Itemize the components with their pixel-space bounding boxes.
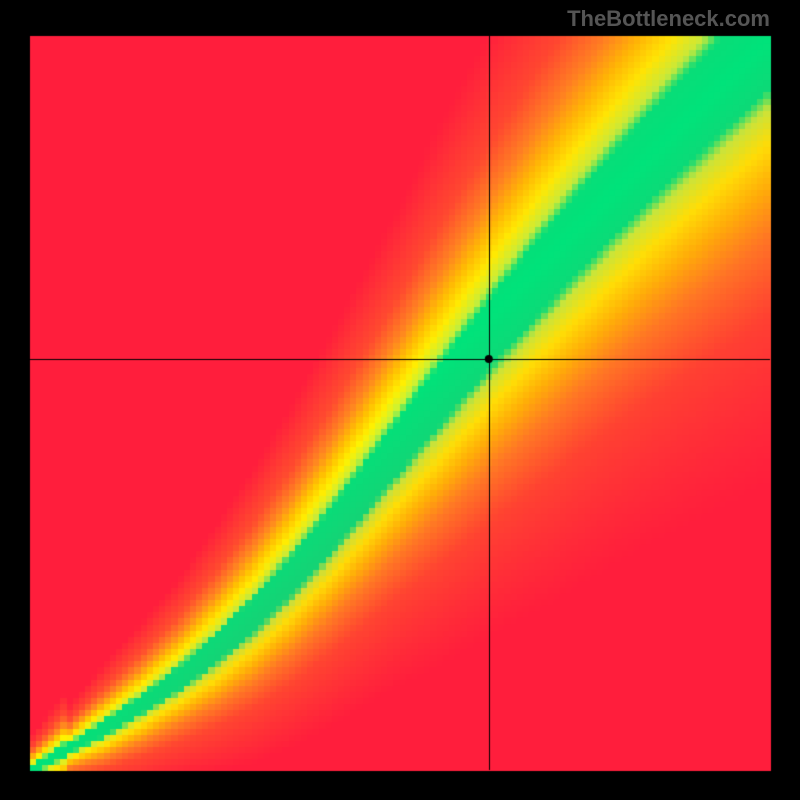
chart-container: TheBottleneck.com (0, 0, 800, 800)
watermark-text: TheBottleneck.com (567, 6, 770, 32)
bottleneck-heatmap (0, 0, 800, 800)
